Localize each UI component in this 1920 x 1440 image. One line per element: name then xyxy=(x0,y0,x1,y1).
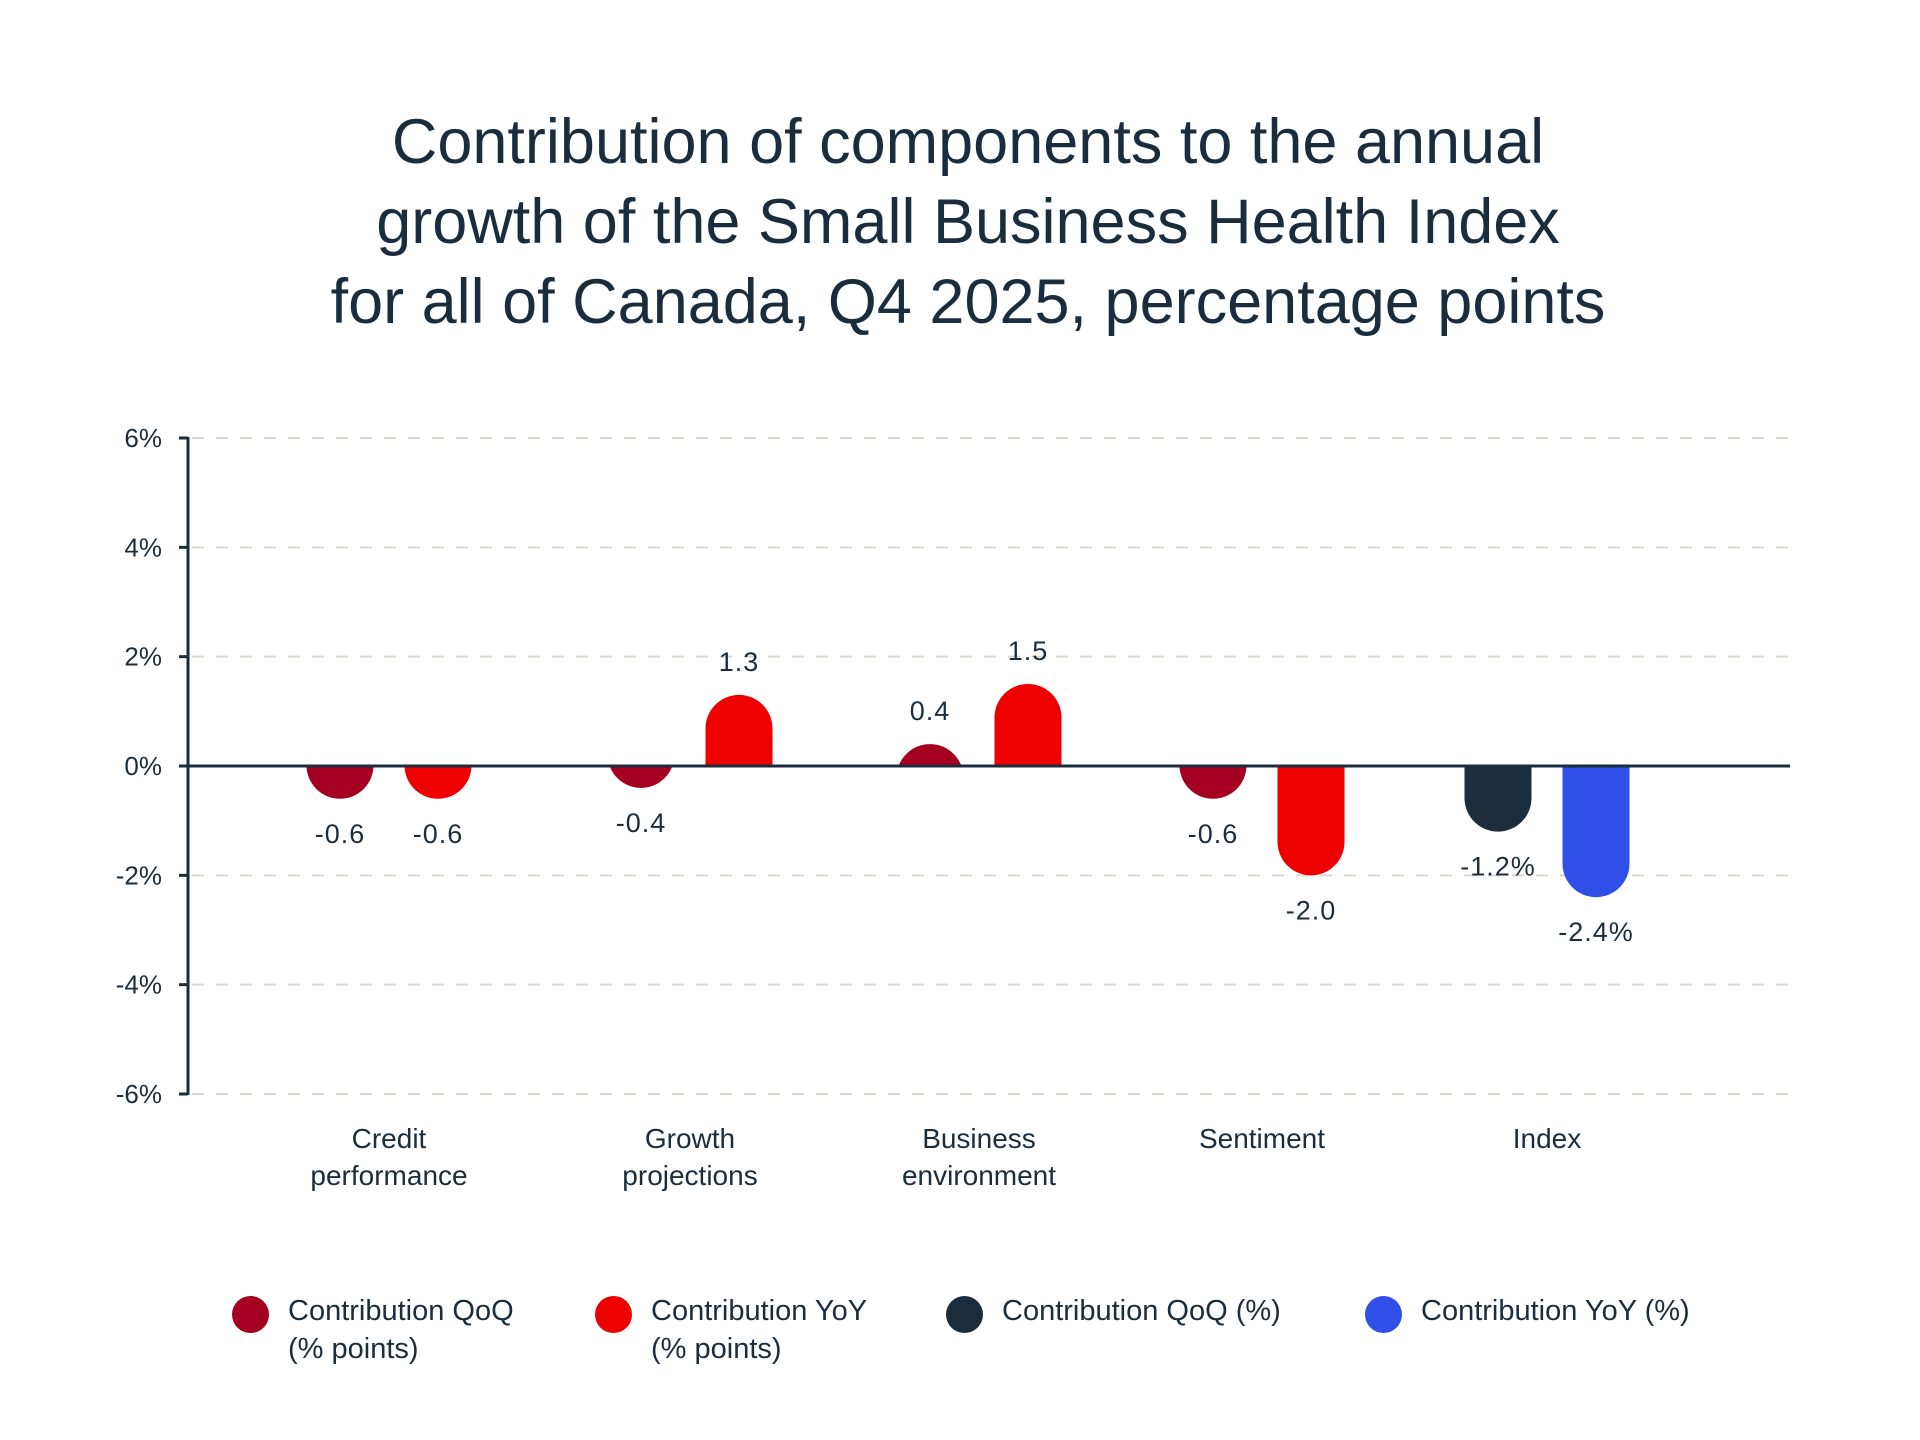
bars xyxy=(306,684,1630,898)
data-label: -2.4% xyxy=(1558,917,1634,947)
legend-label: Contribution QoQ (%) xyxy=(1002,1295,1281,1327)
x-category-label: environment xyxy=(902,1160,1056,1191)
legend-label: Contribution QoQ (% points) xyxy=(288,1295,514,1365)
chart-title-line-1: Contribution of components to the annual xyxy=(391,107,1545,177)
y-tick-label: -4% xyxy=(116,970,162,1000)
bar-body xyxy=(705,728,773,766)
y-tick-label: -2% xyxy=(116,860,162,890)
x-category-label: Index xyxy=(1513,1123,1582,1154)
legend-swatch-icon xyxy=(595,1296,632,1333)
data-label: -0.6 xyxy=(1188,819,1239,849)
bar xyxy=(306,766,374,799)
x-category-label: performance xyxy=(310,1160,467,1191)
bar xyxy=(609,766,673,788)
data-label: 1.5 xyxy=(1008,636,1049,666)
data-label: 0.4 xyxy=(910,696,951,726)
bar-cap xyxy=(609,766,673,788)
x-category-label: projections xyxy=(622,1160,757,1191)
bar xyxy=(1562,766,1630,898)
legend-label: Contribution YoY (% points) xyxy=(651,1295,868,1365)
bar-cap xyxy=(306,766,374,799)
data-label: -0.4 xyxy=(616,808,667,838)
legend-swatch-icon xyxy=(232,1296,269,1333)
legend: Contribution QoQ (% points) Contribution Y… xyxy=(0,1292,1920,1392)
bar xyxy=(404,766,472,799)
bar-cap xyxy=(404,766,472,799)
bar xyxy=(994,684,1062,766)
gridlines xyxy=(192,437,1790,1095)
category-labels: Credit performance Growth projections Busine… xyxy=(310,1123,1581,1191)
data-label: -2.0 xyxy=(1286,895,1337,925)
bar-cap xyxy=(898,744,962,766)
bar-body xyxy=(1562,766,1630,864)
legend-item: Contribution YoY (% points) xyxy=(595,1292,867,1368)
data-label: 1.3 xyxy=(719,647,760,677)
y-tick-label: 6% xyxy=(124,423,162,453)
y-tick-label: 0% xyxy=(124,751,162,781)
x-category-label: Growth xyxy=(645,1123,735,1154)
bar xyxy=(1464,766,1532,832)
data-label: -1.2% xyxy=(1460,852,1536,882)
bar-body xyxy=(1464,766,1532,799)
legend-swatch-icon xyxy=(1365,1296,1402,1333)
bar-body xyxy=(1277,766,1345,842)
legend-item: Contribution QoQ (% points) xyxy=(232,1292,514,1368)
bar xyxy=(705,694,773,766)
legend-item: Contribution YoY (%) xyxy=(1365,1292,1690,1333)
y-tick-label: 2% xyxy=(124,642,162,672)
bar xyxy=(1179,766,1247,799)
bar xyxy=(1277,766,1345,876)
y-tick-label: -6% xyxy=(116,1079,162,1109)
x-category-label: Business xyxy=(922,1123,1036,1154)
data-labels: -0.6 -0.6 -0.4 1.3 0.4 1.5 -0.6 -2.0 -1.2% -2.4% xyxy=(188,636,1790,947)
x-category-label: Sentiment xyxy=(1199,1123,1325,1154)
chart-title-line-2: growth of the Small Business Health Inde… xyxy=(376,187,1560,257)
data-label: -0.6 xyxy=(413,819,464,849)
chart-title-line-3: for all of Canada, Q4 2025, percentage p… xyxy=(330,267,1606,337)
y-tick-label: 4% xyxy=(124,532,162,562)
bar xyxy=(898,744,962,766)
chart-title: Contribution of components to the annual… xyxy=(0,102,1920,342)
legend-item: Contribution QoQ (%) xyxy=(946,1292,1281,1333)
legend-label: Contribution YoY (%) xyxy=(1421,1295,1690,1327)
bar-body xyxy=(994,717,1062,766)
bar-cap xyxy=(1179,766,1247,799)
legend-swatch-icon xyxy=(946,1296,983,1333)
x-category-label: Credit xyxy=(352,1123,427,1154)
data-label: -0.6 xyxy=(315,819,366,849)
